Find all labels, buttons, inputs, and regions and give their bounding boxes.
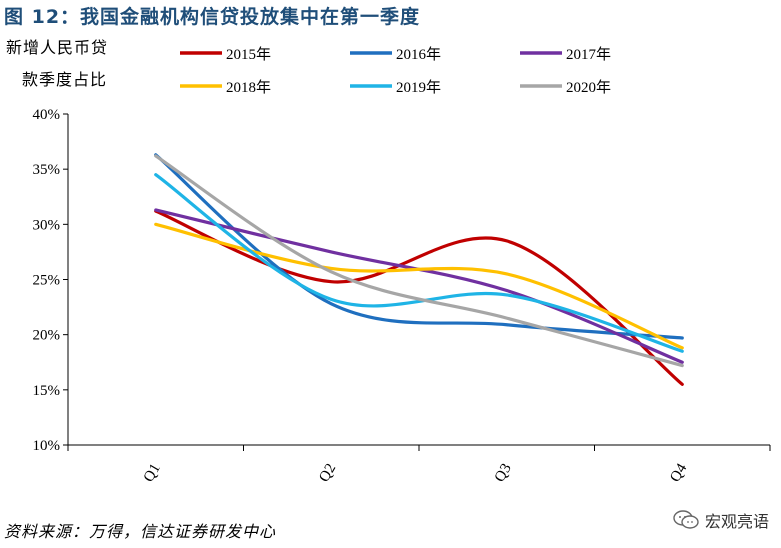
y-tick-label: 15% [33,383,61,399]
axes: 10% 15% 20% 25% 30% 35% 40% Q1 Q2 Q3 Q4 [33,107,771,485]
legend-label: 2015年 [226,46,271,63]
legend-label: 2020年 [566,79,611,96]
y-axis-label-line1: 新增人民币贷 [6,38,109,57]
x-tick-label: Q2 [316,461,339,485]
y-axis-label-line2: 款季度占比 [22,70,108,89]
series-line-2020年 [154,154,684,368]
wechat-icon [673,510,699,529]
x-tick-label: Q3 [492,461,515,485]
y-tick-label: 40% [33,107,61,123]
y-tick-label: 20% [33,328,61,344]
legend-label: 2016年 [396,46,441,63]
plot-area [154,153,684,386]
legend-label: 2017年 [566,46,611,63]
watermark-text: 宏观亮语 [704,512,769,531]
y-tick-label: 25% [33,273,61,289]
series-line-2016年 [154,153,684,340]
series-line-2019年 [154,173,684,353]
y-tick-label: 30% [33,217,61,233]
legend-label: 2019年 [396,79,441,96]
y-tick-label: 35% [33,162,61,178]
x-tick-label: Q4 [667,461,690,485]
y-tick-label: 10% [33,438,61,454]
watermark: 宏观亮语 [673,508,769,532]
series-line-2017年 [154,208,684,364]
legend: 2015年 2016年 2017年 2018年 2019年 2020年 [180,46,611,96]
legend-label: 2018年 [226,79,271,96]
x-tick-label: Q1 [141,461,164,485]
series-line-2018年 [154,222,684,350]
figure-title: 图 12：我国金融机构信贷投放集中在第一季度 [4,6,421,28]
source-note: 资料来源：万得，信达证券研发中心 [4,522,277,541]
